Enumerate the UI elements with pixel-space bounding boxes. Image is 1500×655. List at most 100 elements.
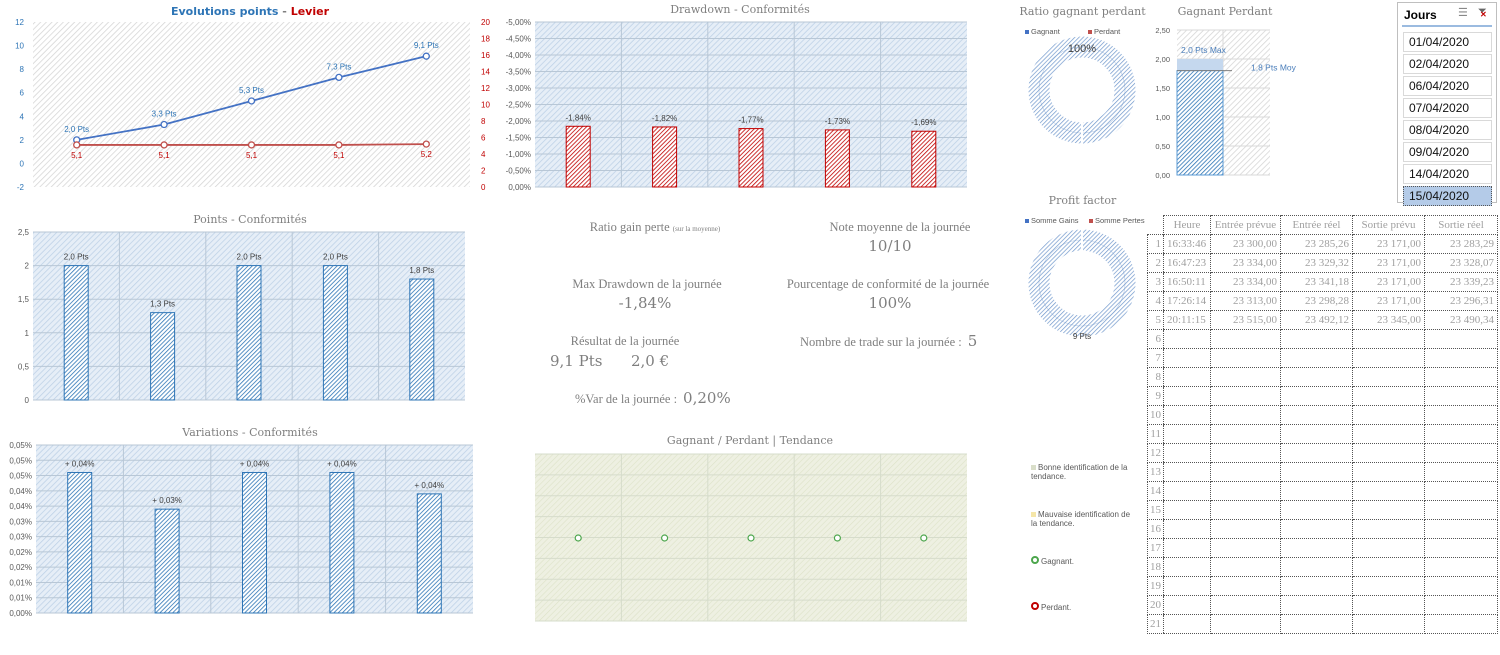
table-cell[interactable] — [1280, 386, 1353, 406]
table-cell[interactable] — [1352, 576, 1425, 596]
table-cell[interactable]: 23 171,00 — [1352, 272, 1425, 292]
table-cell[interactable] — [1163, 405, 1211, 425]
table-cell[interactable] — [1424, 519, 1498, 539]
table-cell[interactable] — [1163, 595, 1211, 615]
table-cell[interactable] — [1210, 576, 1281, 596]
table-cell[interactable] — [1163, 367, 1211, 387]
table-cell[interactable] — [1210, 348, 1281, 368]
table-cell[interactable] — [1424, 424, 1498, 444]
table-cell[interactable]: 16:50:11 — [1163, 272, 1211, 292]
table-cell[interactable] — [1163, 443, 1211, 463]
table-cell[interactable] — [1210, 614, 1281, 634]
table-cell[interactable] — [1352, 348, 1425, 368]
table-cell[interactable]: 23 334,00 — [1210, 253, 1281, 273]
table-cell[interactable] — [1210, 481, 1281, 501]
table-cell[interactable] — [1424, 614, 1498, 634]
table-cell[interactable] — [1210, 367, 1281, 387]
table-cell[interactable] — [1352, 443, 1425, 463]
slicer-item[interactable]: 09/04/2020 — [1403, 142, 1492, 162]
table-cell[interactable] — [1163, 348, 1211, 368]
table-cell[interactable] — [1280, 500, 1353, 520]
table-cell[interactable] — [1424, 557, 1498, 577]
table-cell[interactable] — [1210, 386, 1281, 406]
table-cell[interactable] — [1352, 481, 1425, 501]
table-cell[interactable] — [1352, 405, 1425, 425]
table-cell[interactable]: 20:11:15 — [1163, 310, 1211, 330]
table-cell[interactable]: 23 300,00 — [1210, 234, 1281, 254]
clear-filter-icon[interactable]: ⏷ ✕ — [1478, 5, 1487, 19]
table-cell[interactable]: 17:26:14 — [1163, 291, 1211, 311]
slicer-item[interactable]: 08/04/2020 — [1403, 120, 1492, 140]
table-cell[interactable] — [1352, 557, 1425, 577]
multi-select-icon[interactable]: ☰ — [1458, 7, 1468, 19]
table-cell[interactable]: 23 328,07 — [1424, 253, 1498, 273]
table-cell[interactable] — [1280, 424, 1353, 444]
table-cell[interactable] — [1163, 557, 1211, 577]
table-cell[interactable] — [1163, 481, 1211, 501]
table-cell[interactable] — [1210, 329, 1281, 349]
table-cell[interactable] — [1210, 557, 1281, 577]
table-cell[interactable] — [1163, 500, 1211, 520]
table-cell[interactable] — [1424, 329, 1498, 349]
table-cell[interactable] — [1163, 462, 1211, 482]
table-cell[interactable] — [1280, 405, 1353, 425]
table-cell[interactable]: 23 492,12 — [1280, 310, 1353, 330]
table-cell[interactable] — [1352, 386, 1425, 406]
table-cell[interactable] — [1424, 443, 1498, 463]
table-cell[interactable] — [1163, 519, 1211, 539]
table-cell[interactable]: 23 171,00 — [1352, 291, 1425, 311]
table-cell[interactable] — [1424, 462, 1498, 482]
table-cell[interactable] — [1210, 500, 1281, 520]
table-cell[interactable] — [1352, 462, 1425, 482]
table-cell[interactable] — [1280, 614, 1353, 634]
table-cell[interactable] — [1424, 481, 1498, 501]
table-cell[interactable]: 23 334,00 — [1210, 272, 1281, 292]
table-cell[interactable]: 16:47:23 — [1163, 253, 1211, 273]
table-cell[interactable] — [1210, 538, 1281, 558]
table-cell[interactable] — [1210, 519, 1281, 539]
jours-slicer[interactable]: Jours ☰ ⏷ ✕ 01/04/2020 02/04/2020 06/04/202… — [1397, 2, 1497, 206]
table-cell[interactable] — [1280, 557, 1353, 577]
table-cell[interactable] — [1424, 386, 1498, 406]
table-cell[interactable]: 23 296,31 — [1424, 291, 1498, 311]
slicer-item[interactable]: 02/04/2020 — [1403, 54, 1492, 74]
table-cell[interactable] — [1280, 595, 1353, 615]
table-cell[interactable] — [1280, 443, 1353, 463]
table-cell[interactable] — [1280, 348, 1353, 368]
table-cell[interactable] — [1352, 614, 1425, 634]
table-cell[interactable] — [1352, 538, 1425, 558]
slicer-item[interactable]: 06/04/2020 — [1403, 76, 1492, 96]
table-cell[interactable] — [1352, 424, 1425, 444]
table-cell[interactable] — [1280, 576, 1353, 596]
table-cell[interactable] — [1424, 405, 1498, 425]
table-cell[interactable] — [1163, 614, 1211, 634]
table-cell[interactable]: 23 339,23 — [1424, 272, 1498, 292]
table-cell[interactable] — [1352, 367, 1425, 387]
table-cell[interactable] — [1280, 538, 1353, 558]
table-cell[interactable] — [1280, 329, 1353, 349]
table-cell[interactable] — [1210, 462, 1281, 482]
table-cell[interactable] — [1280, 367, 1353, 387]
table-cell[interactable] — [1424, 500, 1498, 520]
table-cell[interactable]: 23 171,00 — [1352, 253, 1425, 273]
table-cell[interactable] — [1424, 367, 1498, 387]
table-cell[interactable]: 23 313,00 — [1210, 291, 1281, 311]
table-cell[interactable] — [1424, 595, 1498, 615]
table-cell[interactable] — [1210, 595, 1281, 615]
table-cell[interactable] — [1163, 329, 1211, 349]
table-cell[interactable] — [1352, 595, 1425, 615]
table-cell[interactable] — [1352, 500, 1425, 520]
table-cell[interactable] — [1210, 443, 1281, 463]
table-cell[interactable] — [1210, 405, 1281, 425]
slicer-item[interactable]: 14/04/2020 — [1403, 164, 1492, 184]
table-cell[interactable]: 23 329,32 — [1280, 253, 1353, 273]
table-cell[interactable] — [1424, 576, 1498, 596]
table-cell[interactable] — [1210, 424, 1281, 444]
table-cell[interactable]: 23 490,34 — [1424, 310, 1498, 330]
table-cell[interactable]: 23 298,28 — [1280, 291, 1353, 311]
table-cell[interactable] — [1352, 329, 1425, 349]
slicer-item[interactable]: 01/04/2020 — [1403, 32, 1492, 52]
slicer-item[interactable]: 07/04/2020 — [1403, 98, 1492, 118]
table-cell[interactable]: 23 341,18 — [1280, 272, 1353, 292]
table-cell[interactable]: 23 515,00 — [1210, 310, 1281, 330]
